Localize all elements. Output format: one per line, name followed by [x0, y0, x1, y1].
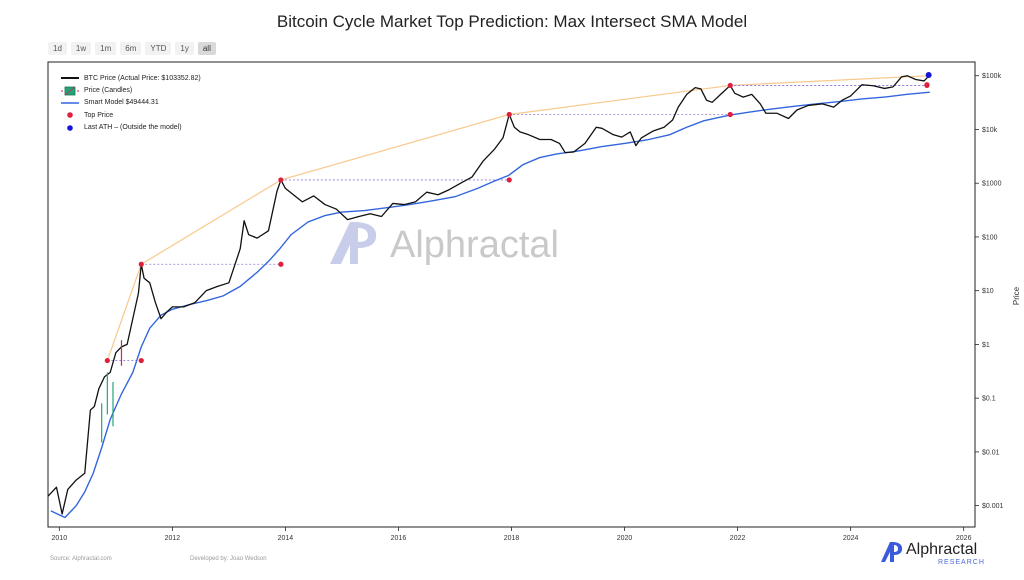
x-tick-label: 2020: [617, 535, 633, 542]
legend-label: Last ATH – (Outside the model): [84, 124, 182, 132]
y-tick-label: $0.1: [982, 396, 996, 403]
line-swatch-icon: [60, 98, 80, 108]
peak-envelope-line: [106, 75, 930, 361]
plot-frame: [47, 61, 976, 528]
dot-swatch-icon: [60, 123, 80, 133]
model-intersect-dot: [138, 357, 144, 364]
model-intersect-dot: [278, 261, 284, 267]
watermark-text: Alphractal: [390, 224, 559, 266]
range-ytd-button[interactable]: YTD: [145, 42, 172, 55]
legend-label: BTC Price (Actual Price: $103352.82): [84, 74, 201, 82]
model-intersect-dot: [727, 111, 733, 118]
dot-swatch-icon: [60, 110, 80, 120]
model-intersect-dot: [924, 82, 930, 89]
y-tick-label: $0.01: [982, 449, 1000, 456]
y-tick-label: $1000: [982, 181, 1002, 188]
legend-label: Smart Model $49444.31: [84, 99, 159, 107]
model-intersect-dot: [506, 177, 512, 183]
x-tick-label: 2018: [504, 535, 520, 542]
candle-swatch-icon: [60, 86, 80, 96]
x-tick-label: 2024: [843, 535, 859, 542]
x-tick-label: 2026: [956, 535, 972, 542]
y-tick-label: $0.001: [982, 503, 1004, 510]
legend: BTC Price (Actual Price: $103352.82) Pri…: [60, 72, 201, 134]
range-6m-button[interactable]: 6m: [120, 42, 142, 55]
x-tick-label: 2016: [391, 535, 407, 542]
range-1y-button[interactable]: 1y: [175, 42, 194, 55]
range-1m-button[interactable]: 1m: [95, 42, 117, 55]
legend-item-btc-price[interactable]: BTC Price (Actual Price: $103352.82): [60, 72, 201, 84]
developer-text: Developed by: Joao Wedson: [190, 556, 267, 562]
alphractal-logo-icon: [881, 542, 903, 562]
y-axis-label: Price: [1012, 286, 1021, 305]
y-tick-label: $1: [982, 342, 990, 349]
watermark-logo-icon: [330, 222, 358, 264]
range-1d-button[interactable]: 1d: [48, 42, 67, 55]
source-text: Source: Alphractal.com: [50, 556, 112, 562]
top-price-dot: [727, 82, 733, 89]
x-tick-label: 2022: [730, 535, 746, 542]
y-tick-label: $10: [982, 288, 994, 295]
range-selector: 1d 1w 1m 6m YTD 1y all: [48, 42, 216, 55]
legend-item-smart-model[interactable]: Smart Model $49444.31: [60, 97, 201, 109]
legend-label: Price (Candles): [84, 87, 133, 95]
brand-name: Alphractal: [906, 541, 978, 558]
top-price-dot: [138, 261, 144, 267]
y-tick-label: $10k: [982, 127, 998, 134]
range-1w-button[interactable]: 1w: [70, 42, 92, 55]
y-tick-label: $100k: [982, 73, 1002, 80]
btc-price-line: [47, 74, 931, 515]
x-tick-label: 2012: [165, 535, 181, 542]
line-swatch-icon: [60, 73, 80, 83]
brand-subtitle: RESEARCH: [938, 559, 985, 566]
range-all-button[interactable]: all: [197, 42, 216, 55]
x-tick-label: 2010: [52, 535, 68, 542]
legend-item-candles[interactable]: Price (Candles): [60, 84, 201, 96]
watermark-logo-icon: [358, 222, 377, 248]
top-price-dot: [278, 177, 284, 183]
x-tick-label: 2014: [278, 535, 294, 542]
top-price-dot: [506, 111, 512, 118]
smart-model-line: [50, 91, 930, 519]
legend-item-last-ath[interactable]: Last ATH – (Outside the model): [60, 122, 201, 134]
legend-label: Top Price: [84, 111, 114, 119]
chart-title: Bitcoin Cycle Market Top Prediction: Max…: [276, 12, 748, 31]
last-ath-dot: [925, 71, 932, 78]
y-tick-label: $100: [982, 234, 998, 241]
top-price-dot: [104, 357, 110, 364]
legend-item-top-price[interactable]: Top Price: [60, 109, 201, 121]
